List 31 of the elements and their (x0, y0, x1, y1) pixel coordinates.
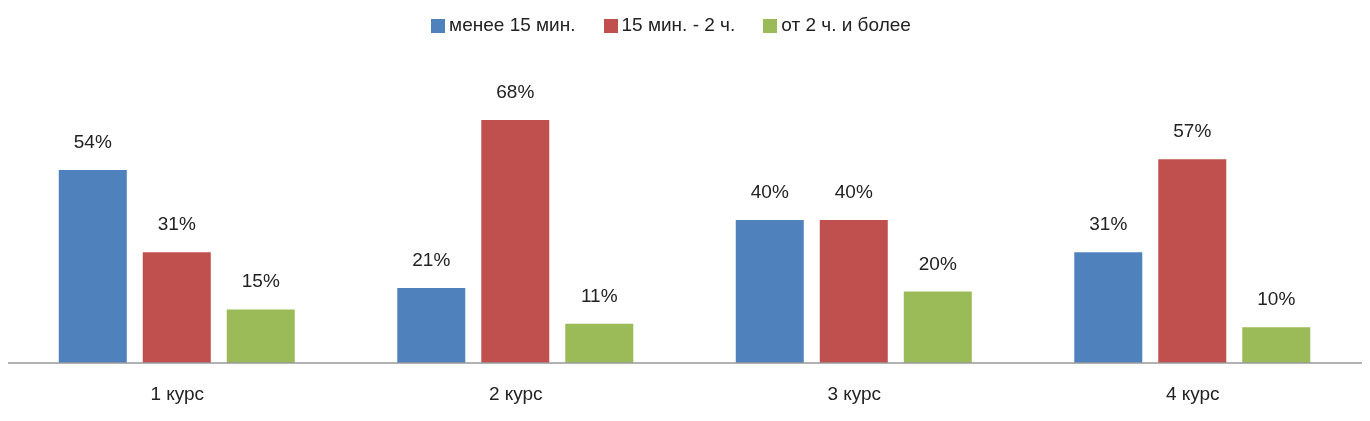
bar (142, 252, 211, 363)
bar (397, 287, 466, 363)
data-label: 57% (1173, 120, 1212, 142)
legend-label: от 2 ч. и более (781, 14, 911, 35)
data-label: 20% (918, 252, 957, 274)
bar (226, 309, 295, 363)
x-tick-label: 4 курс (1165, 383, 1220, 405)
x-tick-label: 3 курс (827, 383, 882, 405)
x-tick-label: 1 курс (150, 383, 205, 405)
legend-label: менее 15 мин. (449, 14, 576, 35)
data-label: 68% (496, 81, 535, 102)
legend-label: 15 мин. - 2 ч. (621, 14, 736, 35)
bar (1242, 327, 1311, 363)
bar (565, 323, 634, 363)
bar (1158, 159, 1227, 363)
data-label: 11% (580, 284, 618, 306)
data-label: 40% (750, 181, 789, 203)
data-label: 40% (834, 181, 873, 203)
bar (58, 170, 127, 363)
bar (735, 220, 804, 363)
data-label: 31% (157, 213, 196, 235)
data-label: 15% (241, 270, 280, 292)
data-label: 21% (412, 248, 451, 270)
x-tick-label: 2 курс (488, 383, 543, 405)
data-label: 31% (1089, 213, 1128, 235)
bar (1074, 252, 1143, 363)
bar (903, 291, 972, 363)
data-label: 54% (73, 131, 112, 153)
bar (819, 220, 888, 363)
data-label: 10% (1257, 288, 1296, 310)
bar (481, 120, 550, 363)
